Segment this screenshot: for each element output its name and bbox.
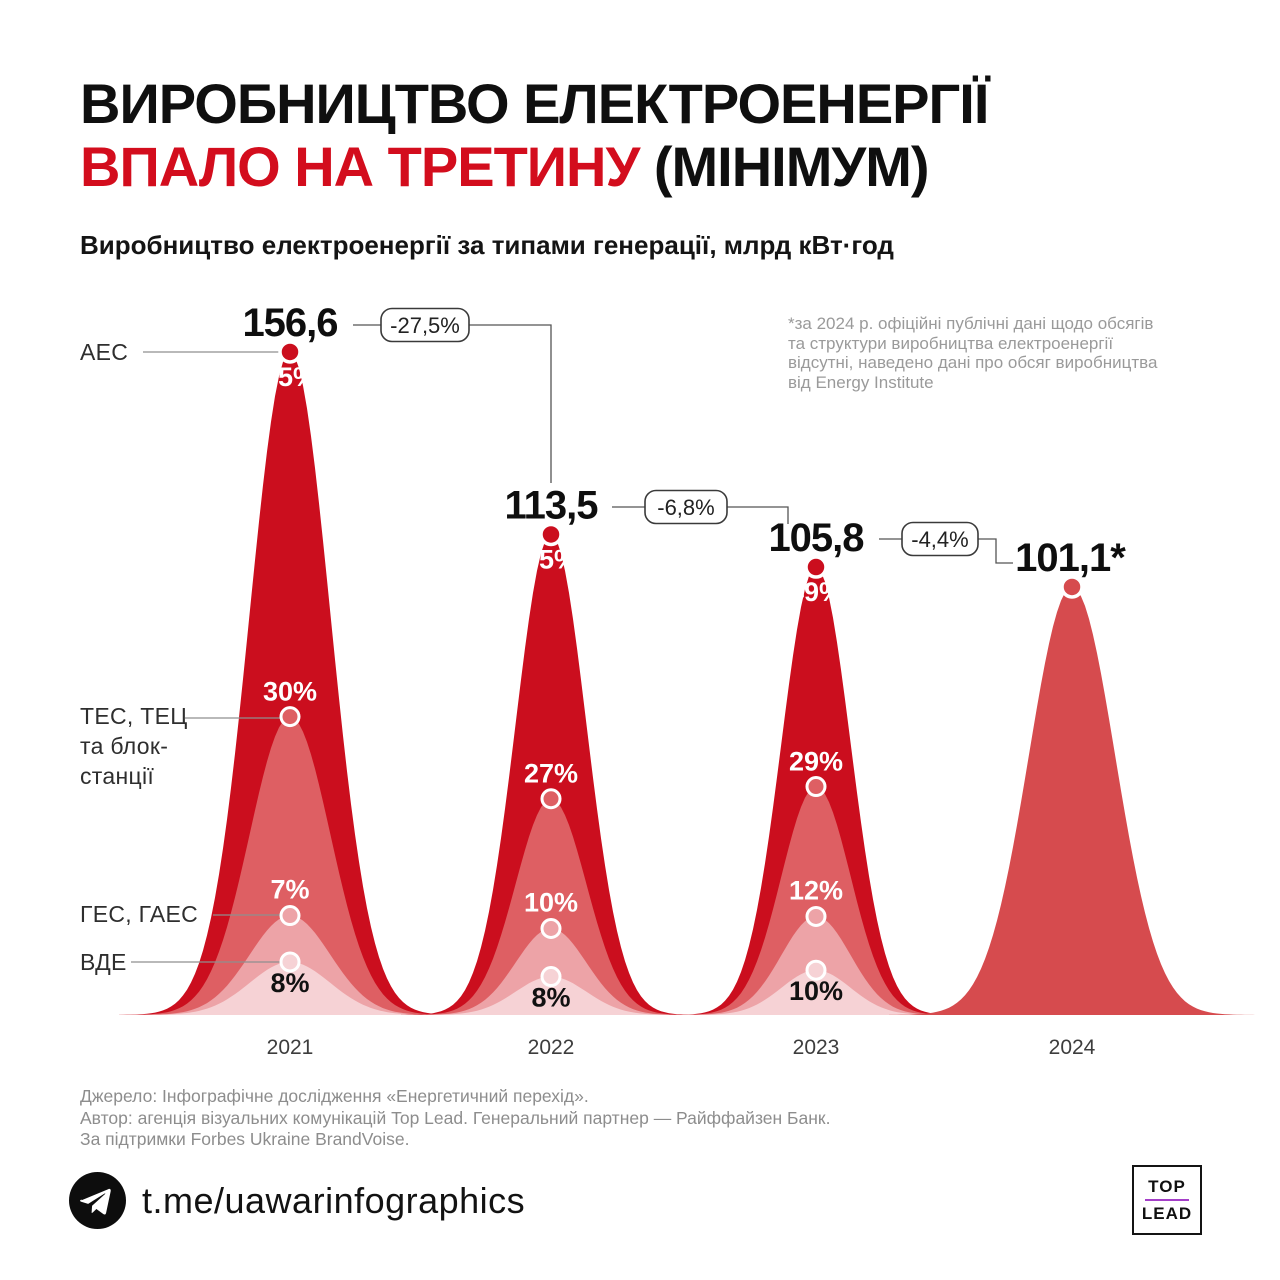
value-label-2021: 156,6 [242,301,337,345]
logo-top-text: TOP [1148,1176,1186,1196]
value-label-2023: 105,8 [768,516,864,560]
change-badge-label-1: -6,8% [657,495,714,520]
change-badge-1 [644,489,728,525]
source-credits: Джерело: Інфографічне дослідження «Енерг… [80,1086,830,1151]
pct-label-2022-АЕС: 55% [524,544,578,574]
bell-2021-total [119,352,461,1015]
pct-label-2021-ГЕС, ГАЕС: 7% [270,875,309,905]
page-title: ВИРОБНИЦТВО ЕЛЕКТРОЕНЕРГІЇ ВПАЛО НА ТРЕТ… [80,72,989,198]
change-badge-0 [380,307,470,343]
footnote-line: та структури виробництва електроенергії [788,333,1114,353]
top-lead-logo: TOP LEAD [1132,1165,1202,1235]
telegram-link[interactable]: t.me/uawarinfographics [69,1172,525,1229]
category-label-2: ГЕС, ГАЕС [80,901,198,927]
category-label-1: станції [80,763,154,789]
peak-dot-2021 [278,340,302,364]
telegram-icon [69,1172,126,1229]
logo-divider [1145,1198,1189,1201]
value-label-2022: 113,5 [505,483,599,527]
title-line2-red: ВПАЛО НА ТРЕТИНУ [80,135,640,198]
peak-dot-2024 [1060,575,1084,599]
chart-subtitle: Виробництво електроенергії за типами ген… [80,230,894,260]
telegram-handle[interactable]: t.me/uawarinfographics [142,1179,526,1221]
footnote-line: відсутні, наведено дані про обсяг виробн… [788,353,1158,372]
year-label-2022: 2022 [528,1036,575,1059]
layer-dot-2023-3 [805,959,827,981]
bell-2022-layer1 [401,799,701,1015]
change-badge-2 [901,521,979,557]
badge-connector-right-1 [727,506,789,524]
pct-label-2021-ТЕС, ТЕЦ та блок-станції: 30% [263,677,317,707]
category-label-1: ТЕС, ТЕЦ [80,703,188,729]
bell-2023-layer3 [669,970,963,1015]
year-label-2024: 2024 [1049,1036,1096,1059]
logo-lead-text: LEAD [1141,1203,1193,1223]
pct-label-2022-ТЕС, ТЕЦ та блок-станції: 27% [524,759,578,789]
layer-dot-2022-1 [540,788,562,810]
bell-2021-layer3 [119,962,461,1015]
pct-label-2023-АЕС: 49% [789,577,843,607]
peak-dot-2022 [539,522,563,547]
layer-dot-2022-3 [540,966,562,988]
category-label-1: та блок- [80,733,168,759]
bell-2022-total [401,535,701,1015]
value-label-2024: 101,1* [1015,536,1126,580]
pct-label-2021-ВДЕ: 8% [270,968,309,998]
footnote-line: від Energy Institute [788,372,934,392]
peak-dot-2023 [804,555,828,579]
change-badge-label-2: -4,4% [911,527,968,552]
source-line: Автор: агенція візуальних комунікацій To… [80,1107,831,1128]
title-line1: ВИРОБНИЦТВО ЕЛЕКТРОЕНЕРГІЇ [80,72,989,135]
layer-dot-2021-3 [279,951,301,973]
bell-2022-layer3 [401,976,701,1015]
category-label-3: ВДЕ [80,949,127,975]
layer-dot-2022-2 [540,917,562,939]
pct-label-2022-ГЕС, ГАЕС: 10% [524,887,578,917]
footnote-line: *за 2024 р. офіційні публічні дані щодо … [788,314,1154,333]
pct-label-2023-ВДЕ: 10% [789,976,843,1006]
bell-2024-total [889,587,1255,1015]
title-line2-black: (МІНІМУМ) [639,135,930,198]
category-label-0: АЕС [80,339,128,365]
bell-2021-layer1 [119,716,461,1015]
layer-dot-2023-1 [805,776,827,798]
bell-2023-layer1 [669,786,963,1015]
layer-dot-2023-2 [805,905,827,927]
source-line: Джерело: Інфографічне дослідження «Енерг… [80,1086,589,1106]
pct-label-2023-ТЕС, ТЕЦ та блок-станції: 29% [789,747,843,777]
layer-dot-2021-2 [279,905,301,927]
layer-dot-2021-1 [279,706,301,728]
year-label-2021: 2021 [267,1036,314,1059]
pct-label-2022-ВДЕ: 8% [531,983,570,1013]
source-line: За підтримки Forbes Ukraine BrandVoise. [80,1129,410,1149]
badge-connector-right-2 [978,538,1013,564]
title-line2: ВПАЛО НА ТРЕТИНУ (МІНІМУМ) [80,135,988,198]
change-badge-label-0: -27,5% [390,313,460,338]
pct-label-2023-ГЕС, ГАЕС: 12% [789,875,843,905]
year-label-2023: 2023 [793,1036,840,1059]
footnote-2024: *за 2024 р. офіційні публічні дані щодо … [788,314,1157,392]
pct-label-2021-АЕС: 55% [263,362,317,392]
badge-connector-right-0 [469,324,552,483]
